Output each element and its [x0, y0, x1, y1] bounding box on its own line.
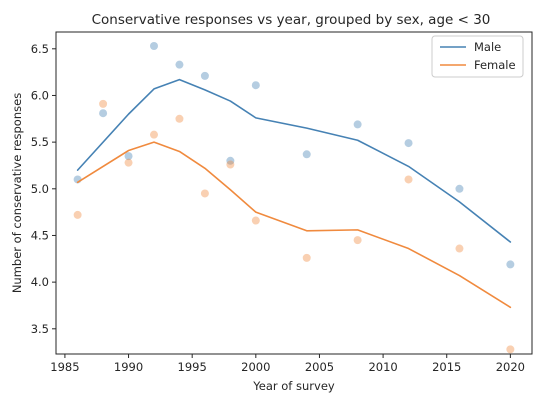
- male-data-point: [124, 152, 133, 161]
- x-axis-label: Year of survey: [252, 379, 335, 393]
- female-data-point: [226, 160, 235, 169]
- y-tick-label: 6.0: [31, 88, 49, 102]
- female-data-point: [455, 244, 464, 253]
- x-tick-label: 1990: [114, 360, 143, 374]
- female-data-point: [73, 210, 82, 219]
- y-axis: 3.5 4.0 4.5 5.0 5.5 6.0 6.5: [31, 42, 56, 336]
- y-tick-label: 4.5: [31, 228, 49, 242]
- x-tick-label: 1985: [50, 360, 79, 374]
- male-data-point: [175, 60, 184, 69]
- x-tick-label: 2005: [305, 360, 334, 374]
- x-tick-label: 2015: [432, 360, 461, 374]
- x-tick-label: 2020: [496, 360, 525, 374]
- male-data-point: [251, 81, 260, 90]
- y-tick-label: 5.0: [31, 182, 49, 196]
- male-data-point: [455, 184, 464, 193]
- y-tick-label: 5.5: [31, 135, 49, 149]
- legend: Male Female: [431, 35, 524, 78]
- x-axis: 1985 1990 1995 2000 2005 2010 2015 2020: [50, 354, 525, 374]
- y-axis-label: Number of conservative responses: [10, 93, 24, 293]
- female-data-point: [404, 175, 413, 184]
- y-tick-label: 6.5: [31, 42, 49, 56]
- x-tick-label: 2000: [241, 360, 270, 374]
- scatter-points: [73, 42, 515, 354]
- male-series-line: [76, 78, 512, 243]
- female-data-point: [99, 99, 108, 108]
- male-data-point: [506, 260, 515, 269]
- y-tick-label: 4.0: [31, 275, 49, 289]
- female-data-point: [124, 158, 133, 167]
- male-data-point: [99, 109, 108, 118]
- female-data-point: [150, 130, 158, 139]
- plot-area: [55, 31, 533, 355]
- male-data-point: [226, 156, 235, 165]
- female-data-point: [251, 216, 260, 225]
- y-tick-label: 3.5: [31, 322, 49, 336]
- female-data-point: [302, 253, 311, 262]
- female-data-point: [175, 114, 184, 123]
- chart-title: Conservative responses vs year, grouped …: [92, 12, 491, 28]
- female-data-point: [200, 189, 209, 198]
- female-data-point: [353, 236, 362, 245]
- legend-label-female: Female: [474, 58, 516, 72]
- female-data-point: [506, 345, 515, 354]
- male-data-point: [353, 120, 362, 129]
- female-series-line: [76, 141, 512, 309]
- male-data-point: [302, 150, 311, 159]
- male-data-point: [200, 71, 209, 80]
- legend-label-male: Male: [474, 40, 501, 54]
- x-tick-label: 1995: [178, 360, 207, 374]
- male-data-point: [150, 42, 158, 50]
- series-lines: [76, 78, 512, 309]
- x-tick-label: 2010: [368, 360, 397, 374]
- male-data-point: [404, 139, 413, 148]
